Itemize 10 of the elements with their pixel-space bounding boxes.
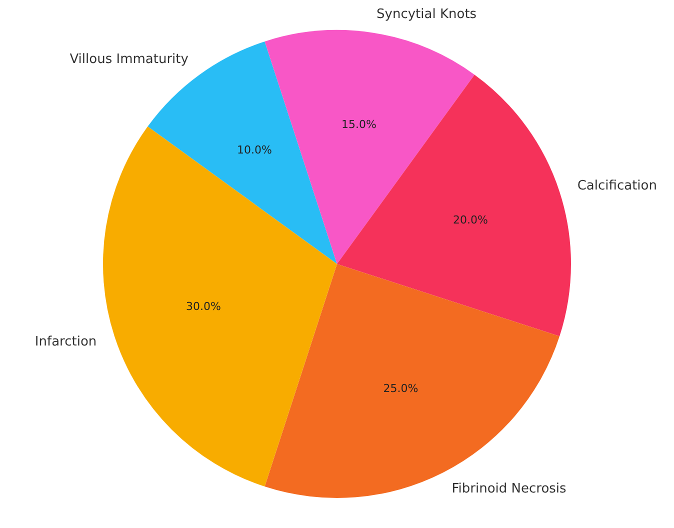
data-label: 15.0% — [341, 118, 376, 132]
slice-label: Syncytial Knots — [376, 6, 477, 22]
slice-label: Villous Immaturity — [70, 52, 189, 67]
data-label: 10.0% — [237, 143, 272, 156]
slice-label: Infarction — [34, 334, 97, 350]
data-label: 30.0% — [186, 300, 221, 314]
data-label: 25.0% — [383, 382, 418, 395]
data-label: 20.0% — [453, 213, 488, 226]
slice-label: Fibrinoid Necrosis — [452, 482, 567, 497]
slice-label: Calcification — [577, 178, 657, 194]
